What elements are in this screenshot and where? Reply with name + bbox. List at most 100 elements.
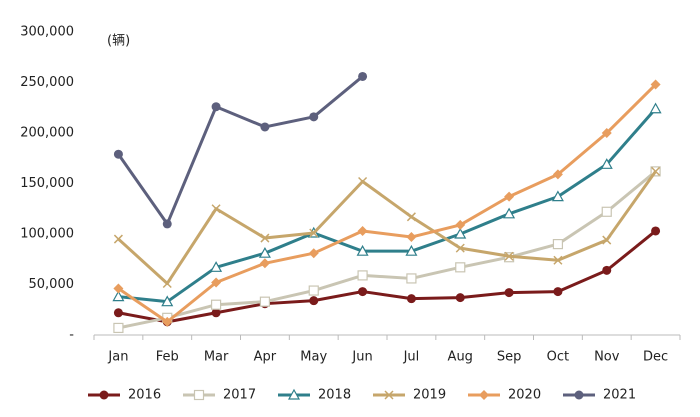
x-tick-label: Jul <box>403 350 420 365</box>
data-point <box>113 322 124 334</box>
data-point <box>602 265 612 275</box>
series-line <box>118 229 657 324</box>
data-point <box>551 190 564 202</box>
legend-marker <box>193 389 205 401</box>
data-point <box>210 261 223 272</box>
data-point <box>504 251 514 261</box>
x-tick-label: Nov <box>594 350 620 365</box>
data-point <box>406 212 416 222</box>
legend-label: 2021 <box>603 388 636 403</box>
x-tick-label: Feb <box>156 350 179 365</box>
x-tick-label: May <box>300 350 327 365</box>
data-point <box>406 294 416 304</box>
series-line <box>118 170 657 330</box>
data-point <box>650 79 661 90</box>
data-point <box>162 219 172 229</box>
legend-label: 2020 <box>508 388 541 403</box>
legend-marker <box>287 388 301 400</box>
data-point <box>455 219 466 230</box>
legend-marker <box>99 390 109 400</box>
data-point <box>649 102 662 114</box>
data-point <box>211 204 221 214</box>
legend-marker <box>479 390 489 400</box>
data-point <box>357 270 368 281</box>
data-point <box>211 277 222 288</box>
data-point <box>553 255 563 265</box>
series-line <box>117 83 657 324</box>
data-point <box>552 169 563 180</box>
legend-label: 2016 <box>128 388 161 403</box>
data-point <box>357 225 368 236</box>
data-point <box>406 273 417 284</box>
data-point <box>455 293 465 303</box>
data-point <box>504 191 515 202</box>
data-point <box>211 308 221 318</box>
data-point <box>162 278 172 289</box>
data-point <box>552 239 564 250</box>
data-point <box>504 288 514 298</box>
x-tick-label: Sep <box>497 350 522 365</box>
y-tick-label: - <box>69 328 74 343</box>
data-point <box>651 166 661 176</box>
data-point <box>308 285 319 296</box>
data-point <box>553 287 563 297</box>
y-tick-label: 150,000 <box>20 176 74 191</box>
data-point <box>356 244 369 256</box>
series-line <box>117 170 657 285</box>
data-point <box>309 112 319 122</box>
data-point <box>210 299 222 310</box>
x-tick-label: Jan <box>107 350 128 365</box>
series-line <box>118 107 657 304</box>
data-point <box>455 262 466 273</box>
legend-label: 2018 <box>318 388 351 403</box>
data-point <box>406 232 417 243</box>
data-point <box>113 283 124 294</box>
y-tick-label: 250,000 <box>20 75 74 90</box>
data-point <box>601 206 612 217</box>
y-tick-label: 300,000 <box>20 25 74 40</box>
legend-marker <box>384 390 394 400</box>
data-point <box>259 296 271 307</box>
data-point <box>600 158 613 169</box>
data-point <box>259 258 270 269</box>
data-point <box>161 295 174 307</box>
data-point <box>601 128 612 138</box>
data-point <box>358 176 368 187</box>
data-point <box>260 233 270 243</box>
data-point <box>308 248 319 259</box>
x-tick-label: Mar <box>204 350 229 365</box>
y-tick-label: 200,000 <box>20 126 74 141</box>
data-point <box>602 235 612 245</box>
x-tick-label: Oct <box>547 350 569 365</box>
data-point <box>112 290 125 302</box>
data-point <box>309 228 319 238</box>
unit-annotation: (辆) <box>107 34 130 49</box>
y-tick-label: 100,000 <box>20 227 74 242</box>
legend-label: 2019 <box>413 388 446 403</box>
data-point <box>405 244 418 256</box>
data-point <box>260 122 270 132</box>
x-tick-label: Dec <box>643 350 668 365</box>
data-point <box>113 308 123 318</box>
data-point <box>454 227 467 239</box>
data-point <box>503 207 516 219</box>
data-point <box>162 316 173 327</box>
data-point <box>113 234 123 244</box>
data-point <box>258 246 271 258</box>
data-point <box>651 226 661 236</box>
legend-label: 2017 <box>223 388 256 403</box>
x-tick-label: Jun <box>351 350 372 365</box>
data-point <box>358 71 368 81</box>
data-point <box>455 243 465 253</box>
x-tick-label: Aug <box>448 350 473 365</box>
data-point <box>358 287 368 297</box>
y-tick-label: 50,000 <box>29 277 75 292</box>
x-tick-label: Apr <box>254 350 277 365</box>
data-point <box>113 149 123 159</box>
data-point <box>309 296 319 306</box>
series-line <box>117 75 364 226</box>
data-point <box>211 102 221 112</box>
legend-marker <box>574 390 584 400</box>
